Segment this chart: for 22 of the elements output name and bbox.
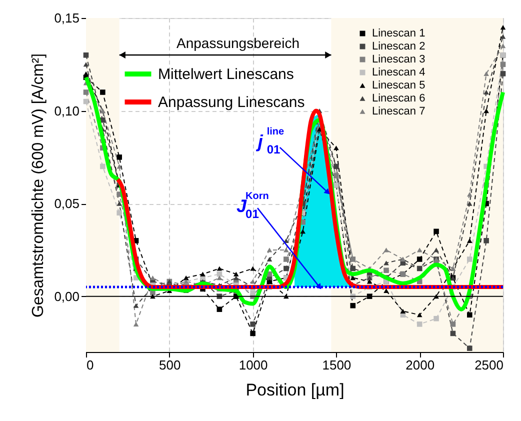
y-tick-label: 0,10	[54, 103, 80, 118]
y-tick-label: 0,15	[54, 10, 80, 26]
legend-label: Linescan 6	[372, 92, 426, 104]
legend-label: Linescan 2	[372, 40, 426, 52]
legend-label: Linescan 4	[372, 66, 426, 78]
y-tick-label: 0,05	[54, 196, 80, 212]
annotation: Anpassungsbereich	[176, 35, 300, 51]
legend-label: Linescan 5	[372, 80, 426, 92]
x-tick-label: 2500	[474, 358, 504, 372]
x-tick-label: 500	[159, 358, 181, 372]
legend-label: Linescan 3	[372, 54, 426, 66]
x-tick-label: 1000	[238, 358, 268, 372]
x-tick-label: 1500	[322, 358, 352, 372]
legend-label: Linescan 1	[372, 28, 426, 40]
legend-label: Linescan 7	[372, 106, 426, 118]
y-axis-title: Gesamtstromdichte (600 mV) [A/cm²]	[30, 53, 48, 318]
x-axis-title: Position [µm]	[246, 380, 344, 400]
x-tick-label: 0	[86, 358, 94, 372]
x-tick-label: 2000	[406, 358, 435, 372]
y-tick-label: 0,00	[54, 288, 80, 304]
legend-label: Mittelwert Linescans	[158, 66, 294, 83]
legend-label: Anpassung Linescans	[158, 94, 305, 111]
